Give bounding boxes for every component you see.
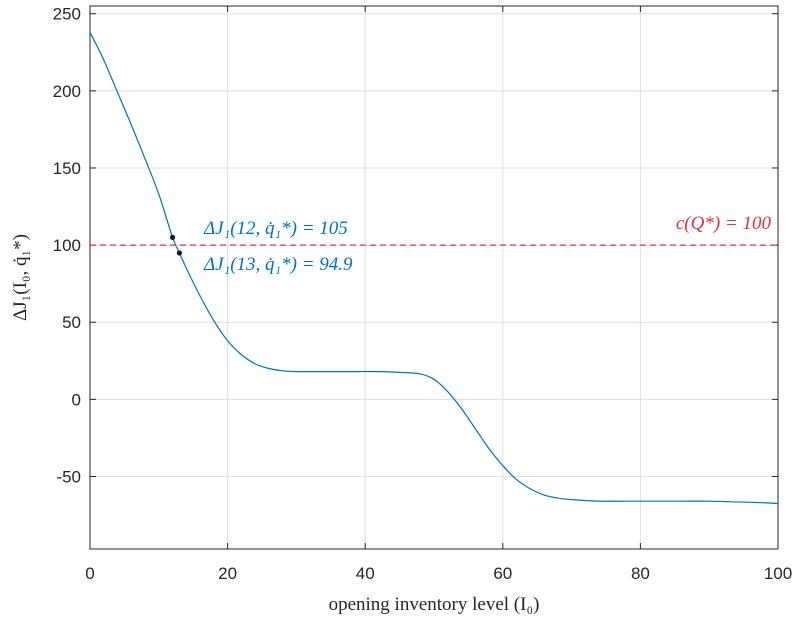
x-tick-label: 60 [493,564,512,583]
reference-line-label: c(Q*) = 100 [676,213,772,234]
x-tick-labels: 0 20 40 60 80 100 [85,564,792,583]
y-tick-labels: -50 0 50 100 150 200 250 [53,5,81,487]
y-tick-label: 50 [62,313,81,332]
y-tick-label: 100 [53,236,81,255]
marker-label-2: ΔJ₁(13, q̇₁*) = 94.9 [203,254,353,275]
plot-frame [89,5,779,550]
grid [89,6,779,549]
y-axis-label: ΔJ₁(I₀, q̇₁*) [10,234,31,321]
markers [169,234,183,256]
x-tick-label: 40 [356,564,375,583]
x-tick-label: 0 [85,564,94,583]
series-line [89,31,779,505]
y-tick-label: 200 [53,82,81,101]
x-axis-label: opening inventory level (I₀) [329,594,540,615]
y-tick-label: -50 [56,467,81,486]
marker-label-1: ΔJ₁(12, q̇₁*) = 105 [203,218,348,239]
y-tick-label: 250 [53,5,81,24]
y-tick-label: 0 [72,390,81,409]
x-tick-label: 100 [764,564,792,583]
x-tick-label: 80 [631,564,650,583]
data-marker-1 [169,234,176,240]
ticks [89,6,779,549]
x-tick-label: 20 [218,564,237,583]
y-tick-label: 150 [53,159,81,178]
data-marker-2 [176,250,183,256]
